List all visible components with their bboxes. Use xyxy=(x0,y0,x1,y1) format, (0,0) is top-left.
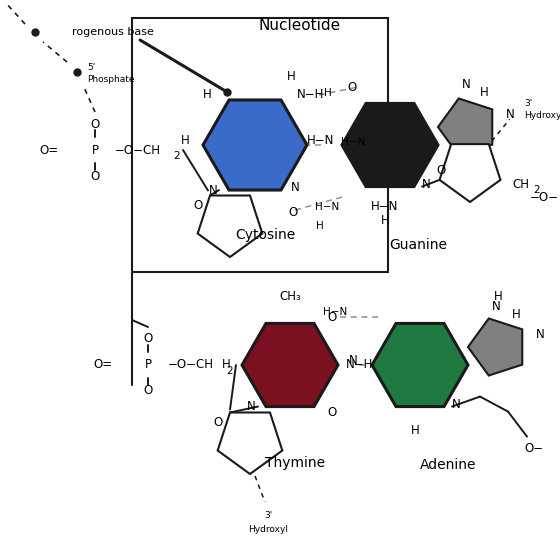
Text: Thymine: Thymine xyxy=(265,456,325,470)
Text: O: O xyxy=(193,199,203,212)
Polygon shape xyxy=(440,144,501,202)
Text: H: H xyxy=(203,88,211,101)
Text: CH₃: CH₃ xyxy=(279,291,301,304)
Text: O−: O− xyxy=(524,442,544,455)
Polygon shape xyxy=(342,104,438,186)
Text: O: O xyxy=(143,333,153,346)
Text: 3': 3' xyxy=(264,511,272,520)
Text: N: N xyxy=(451,398,460,411)
Text: −O−CH: −O−CH xyxy=(115,143,161,156)
Text: Guanine: Guanine xyxy=(389,238,447,252)
Text: N: N xyxy=(246,400,255,413)
Text: O: O xyxy=(347,81,357,94)
Text: H: H xyxy=(381,214,389,227)
Text: rogenous base: rogenous base xyxy=(72,27,154,37)
Text: H: H xyxy=(181,133,189,147)
Text: CH: CH xyxy=(512,179,529,192)
Text: O=: O= xyxy=(93,358,112,371)
Text: O: O xyxy=(90,170,100,183)
Text: Cytosine: Cytosine xyxy=(235,228,295,242)
Polygon shape xyxy=(203,100,307,190)
Text: N: N xyxy=(461,78,470,91)
Text: Nucleotide: Nucleotide xyxy=(259,17,341,32)
Text: 5': 5' xyxy=(87,63,95,72)
Text: Phosphate: Phosphate xyxy=(87,76,134,85)
Text: N: N xyxy=(536,328,545,341)
Text: O=: O= xyxy=(40,143,59,156)
Text: H−N: H−N xyxy=(371,200,399,213)
Text: Hydroxyl: Hydroxyl xyxy=(248,525,288,534)
Text: Adenine: Adenine xyxy=(420,458,476,472)
Text: O: O xyxy=(328,406,337,419)
Text: 2: 2 xyxy=(533,185,540,195)
Text: O: O xyxy=(90,118,100,130)
Text: H: H xyxy=(493,291,502,304)
Text: N: N xyxy=(209,184,217,197)
Text: −O−: −O− xyxy=(530,192,559,204)
Text: N: N xyxy=(422,178,431,191)
Text: O: O xyxy=(288,206,297,218)
Text: 3': 3' xyxy=(524,99,532,108)
Text: H: H xyxy=(316,221,323,231)
Text: H: H xyxy=(410,424,419,437)
Text: N−H: N−H xyxy=(297,88,324,101)
Text: H−N: H−N xyxy=(315,202,339,212)
Text: P: P xyxy=(91,143,99,156)
Text: 2: 2 xyxy=(174,151,180,161)
Polygon shape xyxy=(242,324,338,407)
Text: Hydroxyl: Hydroxyl xyxy=(524,111,560,120)
Text: N−H: N−H xyxy=(346,358,374,371)
Text: N: N xyxy=(291,180,300,194)
Text: O: O xyxy=(213,416,223,429)
Text: P: P xyxy=(144,358,152,371)
Polygon shape xyxy=(372,324,468,407)
Text: N: N xyxy=(349,353,358,366)
Text: H: H xyxy=(479,86,488,99)
Polygon shape xyxy=(468,319,522,376)
Text: H: H xyxy=(287,71,295,83)
Text: H−N: H−N xyxy=(341,137,365,147)
Text: H−N: H−N xyxy=(323,307,347,318)
Text: H: H xyxy=(222,358,230,371)
Text: H: H xyxy=(512,309,520,321)
Bar xyxy=(132,18,388,272)
Text: O: O xyxy=(328,311,337,324)
Text: O: O xyxy=(437,164,446,176)
Polygon shape xyxy=(438,99,492,156)
Text: H: H xyxy=(324,88,332,98)
Text: 2: 2 xyxy=(227,366,234,376)
Text: N: N xyxy=(492,301,501,314)
Polygon shape xyxy=(198,195,262,257)
Polygon shape xyxy=(218,413,282,474)
Text: N: N xyxy=(506,108,515,121)
Text: H−N: H−N xyxy=(307,133,334,147)
Text: O: O xyxy=(143,385,153,398)
Text: −O−CH: −O−CH xyxy=(168,358,214,371)
